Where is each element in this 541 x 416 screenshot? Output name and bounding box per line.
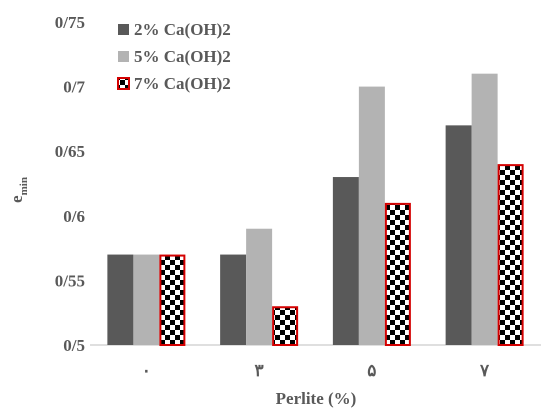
bar-series-1-cat-2	[220, 254, 247, 345]
legend-label: 2% Ca(OH)2	[134, 20, 231, 39]
y-axis-label-main: e	[7, 195, 26, 203]
y-axis-title: emin	[7, 177, 30, 203]
legend-swatch	[118, 51, 129, 62]
bar-series-2-cat-2	[246, 228, 273, 345]
y-tick-label: 0/55	[55, 271, 85, 290]
legend-label: 7% Ca(OH)2	[134, 74, 231, 93]
x-tick-label: ۷	[479, 361, 490, 380]
legend-swatch	[117, 77, 130, 90]
x-axis-title: Perlite (%)	[276, 389, 357, 408]
bar-series-1-cat-1	[107, 254, 134, 345]
x-tick-label: ۳	[255, 361, 264, 380]
legend: 2% Ca(OH)2 5% Ca(OH)2 7% Ca(OH)2	[117, 20, 231, 93]
bar-series-3-cat-3	[384, 202, 411, 346]
y-tick-label: 0/6	[63, 207, 85, 226]
bar-series-1-cat-4	[445, 125, 472, 345]
bar-series-3-cat-4	[497, 164, 524, 346]
y-tick-label: 0/75	[55, 13, 85, 32]
y-tick-label: 0/7	[63, 78, 85, 97]
y-tick-label: 0/65	[55, 142, 85, 161]
legend-label: 5% Ca(OH)2	[134, 47, 231, 66]
bar-series-2-cat-1	[133, 254, 160, 345]
bar-series-2-cat-4	[471, 73, 498, 346]
x-axis-ticks: ۰ ۳ ۵ ۷	[142, 361, 490, 380]
x-tick-label: ۵	[367, 361, 376, 380]
y-axis-ticks: 0/5 0/55 0/6 0/65 0/7 0/75	[55, 13, 86, 355]
legend-swatch	[118, 24, 129, 35]
y-tick-label: 0/5	[63, 336, 85, 355]
bars	[107, 73, 524, 346]
bar-series-1-cat-3	[332, 177, 359, 345]
bar-series-3-cat-2	[272, 306, 299, 346]
bar-series-3-cat-1	[159, 254, 186, 346]
svg-text:emin: emin	[7, 177, 30, 203]
x-tick-label: ۰	[142, 361, 151, 380]
y-axis-label-sub: min	[18, 177, 30, 195]
bar-series-2-cat-3	[358, 86, 385, 345]
